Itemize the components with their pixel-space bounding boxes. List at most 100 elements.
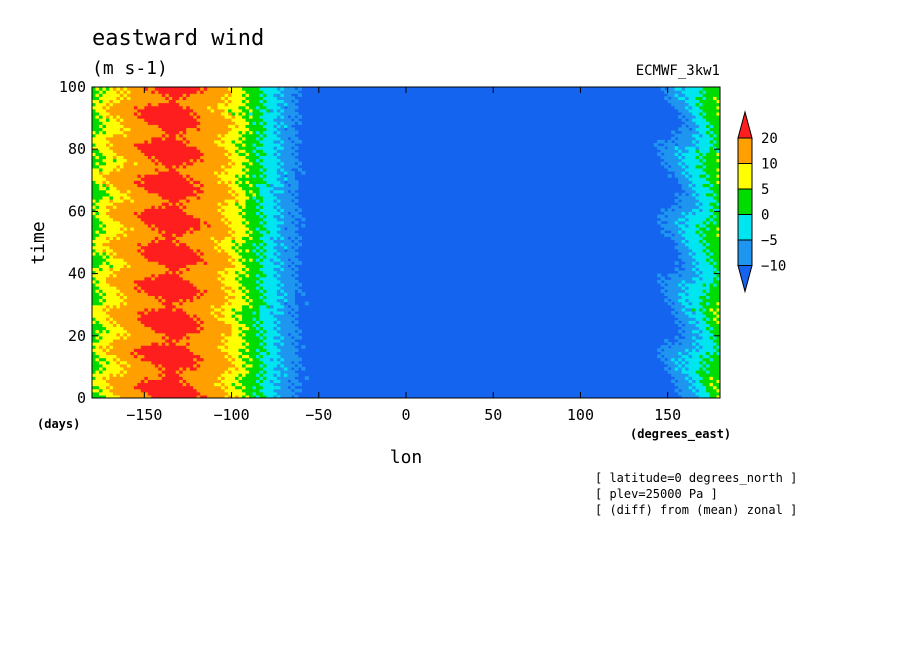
heat-cell-1833 <box>231 158 250 163</box>
heat-cell-907 <box>280 279 299 284</box>
heat-cell-871 <box>685 286 690 290</box>
heat-cell-1872 <box>203 152 226 157</box>
heat-cell-958 <box>699 273 718 278</box>
heat-cell-1122 <box>137 248 142 253</box>
heat-cell-1852 <box>147 155 152 160</box>
heat-cell-1546 <box>186 195 198 200</box>
heat-cell-457 <box>92 335 97 340</box>
heat-cell-1019 <box>262 264 281 268</box>
heat-cell-1831 <box>200 158 205 163</box>
heat-cell-1363 <box>283 220 292 225</box>
heat-cell-2157 <box>259 114 278 119</box>
heat-cell-1973 <box>280 139 285 144</box>
heat-cell-467 <box>182 335 187 340</box>
heat-cell-1477 <box>245 205 257 209</box>
heat-cell-510 <box>92 329 97 334</box>
heat-cell-346 <box>92 351 97 356</box>
heat-cell-1003 <box>685 267 693 272</box>
heat-cell-873 <box>709 286 720 290</box>
heat-cell-169 <box>259 373 264 377</box>
heat-cell-1528 <box>259 198 264 203</box>
heat-cell-1786 <box>688 164 697 169</box>
heat-cell-2354 <box>123 90 128 94</box>
heat-cell-1145 <box>702 248 707 253</box>
heat-cell-184 <box>123 370 128 374</box>
heat-cell-1193 <box>706 242 711 247</box>
heat-cell-274 <box>231 360 247 365</box>
heat-cell-2153 <box>235 114 243 119</box>
heat-cell-1422 <box>221 211 240 216</box>
heat-cell-1081 <box>231 254 243 259</box>
heat-cell-558 <box>119 323 145 328</box>
heat-cell-727 <box>179 301 184 306</box>
heat-cell-496 <box>221 332 226 337</box>
heat-cell-2147 <box>137 114 194 119</box>
heat-cell-1609 <box>144 186 201 191</box>
heat-cell-853 <box>98 286 118 290</box>
heat-cell-202 <box>709 370 720 374</box>
heat-cell-1752 <box>245 167 250 172</box>
heat-cell-1806 <box>242 161 250 166</box>
heat-cell-160 <box>158 373 163 377</box>
colorbar-label-5: −10 <box>761 259 786 275</box>
heat-cell-297 <box>196 357 205 362</box>
heat-cell-200 <box>695 370 707 374</box>
heat-cell-1589 <box>203 189 229 194</box>
heat-cell-502 <box>255 332 261 337</box>
heat-cell-1457 <box>702 208 711 212</box>
heat-cell-1796 <box>137 161 156 166</box>
heat-cell-1225 <box>119 236 156 240</box>
heat-cell-115 <box>262 379 271 384</box>
heat-cell-2093 <box>283 124 288 129</box>
heat-cell-2327 <box>182 93 187 97</box>
heat-cell-766 <box>287 298 295 303</box>
heat-cell-484 <box>709 335 714 340</box>
heat-cell-2273 <box>224 99 229 104</box>
heat-cell-130 <box>105 376 111 380</box>
heat-cell-1405 <box>280 214 285 219</box>
heat-cell-703 <box>165 304 177 309</box>
heat-cell-2083 <box>158 124 198 129</box>
heat-cell-1066 <box>273 258 281 262</box>
heat-cell-2132 <box>273 118 292 122</box>
heat-cell-2206 <box>259 108 268 113</box>
heat-cell-2005 <box>713 136 720 141</box>
heat-cell-912 <box>695 279 714 284</box>
heat-cell-492 <box>126 332 131 337</box>
heat-cell-2187 <box>681 111 693 116</box>
heat-cell-754 <box>179 298 184 303</box>
heat-cell-1143 <box>678 248 693 253</box>
heat-cell-539 <box>231 326 240 331</box>
heat-cell-575 <box>112 320 118 324</box>
heat-cell-2334 <box>245 93 250 97</box>
heat-cell-942 <box>158 273 180 278</box>
heat-cell-1611 <box>231 186 243 191</box>
heat-cell-1914 <box>709 149 718 153</box>
heat-cell-186 <box>161 370 177 374</box>
heat-cell-124 <box>695 379 700 384</box>
heat-cell-476 <box>280 335 285 340</box>
heat-cell-1264 <box>681 233 700 237</box>
heat-cell-1536 <box>699 198 718 203</box>
heat-cell-2385 <box>154 87 201 91</box>
heat-cell-2290 <box>116 96 121 101</box>
heat-cell-2300 <box>186 96 222 101</box>
heat-cell-1816 <box>678 161 683 166</box>
heat-cell-1021 <box>290 264 295 268</box>
heat-cell-1837 <box>262 158 281 163</box>
heat-cell-226 <box>664 366 669 371</box>
heat-cell-1104 <box>255 251 261 256</box>
heat-cell-1341 <box>678 223 686 228</box>
heat-cell-1764 <box>716 167 720 172</box>
heat-cell-1251 <box>116 233 124 237</box>
heat-cell-276 <box>262 360 281 365</box>
heat-cell-2022 <box>262 133 268 138</box>
heat-cell-22 <box>681 394 700 398</box>
heat-cell-699 <box>109 304 114 309</box>
heat-cell-42 <box>102 388 111 393</box>
heat-cell-2036 <box>105 130 124 135</box>
heat-cell-554 <box>92 323 104 328</box>
heat-cell-1964 <box>189 139 215 144</box>
heat-cell-2372 <box>92 87 97 91</box>
heat-cell-1335 <box>228 223 247 228</box>
